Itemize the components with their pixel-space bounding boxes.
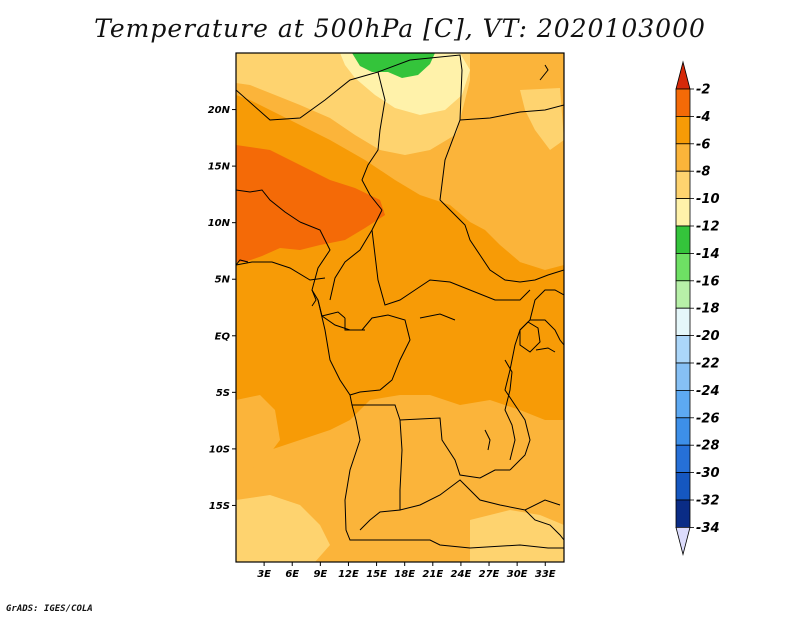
band-minus-10-southeast [470,510,564,562]
colorbar-label: -18 [696,302,720,317]
colorbar-label: -22 [696,357,720,372]
lat-tick-label: 20N [208,105,231,116]
colorbar-label: -6 [696,137,710,152]
colorbar-top-arrow [675,60,691,90]
colorbar-swatch [675,389,691,419]
lat-tick-label: 10N [208,218,231,229]
colorbar: -2 -4 -6 -8 -10 -12 -14 -16 -18 -20 -22 -24 -26 -28 -3… [675,60,720,556]
lon-tick-label: 30E [507,569,528,580]
colorbar-label: -32 [696,494,720,509]
colorbar-label: -14 [696,247,720,262]
lat-tick-label: 10S [209,444,230,455]
colorbar-swatch [675,225,691,254]
colorbar-label: -4 [696,110,710,125]
lat-tick-label: 15S [209,501,230,512]
lon-tick-label: 12E [338,569,359,580]
colorbar-label: -8 [696,165,710,180]
band-minus-8-southwest [236,395,280,475]
lon-tick-label: 18E [394,569,415,580]
lon-tick-label: 21E [422,569,443,580]
colorbar-swatch [675,307,691,337]
colorbar-swatch [675,335,691,364]
colorbar-swatch [675,499,691,528]
colorbar-label: -10 [696,192,720,207]
lat-tick-label: 5S [216,388,230,399]
colorbar-swatch [675,252,691,282]
map-frame [235,52,565,563]
band-minus-10-east [520,88,564,150]
lat-tick-label: 5N [215,275,231,286]
latitude-axis: 20N 15N 10N 5N EQ 5S 10S 15S [208,105,236,512]
colorbar-label: -26 [696,411,720,426]
colorbar-label: -12 [696,220,720,235]
lat-tick-label: 15N [208,162,231,173]
colorbar-swatch [675,280,691,309]
lon-tick-label: 33E [535,569,556,580]
colorbar-swatch [675,362,691,391]
colorbar-label: -2 [696,83,710,98]
lon-tick-label: 3E [257,569,271,580]
longitude-axis: 3E 6E 9E 12E 15E 18E 21E 24E 27E 30E 33E [257,562,556,580]
band-minus-10-south [236,495,330,562]
lon-tick-label: 6E [285,569,299,580]
lon-tick-label: 15E [366,569,387,580]
colorbar-swatch [675,472,691,501]
colorbar-bottom-arrow [675,527,691,556]
lat-tick-label: EQ [215,331,231,342]
chart-title: Temperature at 500hPa [C], VT: 202010300… [94,14,706,43]
lon-tick-label: 9E [313,569,327,580]
colorbar-label: -28 [696,439,720,454]
temperature-field [236,53,564,562]
grads-credit: GrADS: IGES/COLA [6,604,93,614]
lon-tick-label: 27E [479,569,500,580]
colorbar-label: -34 [696,521,720,536]
lon-tick-label: 24E [451,569,472,580]
colorbar-label: -24 [696,384,720,399]
colorbar-swatch [675,198,691,227]
country-borders [236,54,564,549]
colorbar-swatch [675,444,691,474]
colorbar-swatch [675,170,691,199]
colorbar-swatch [675,417,691,446]
band-minus-4-west [236,145,385,262]
colorbar-swatch [675,116,691,145]
colorbar-label: -16 [696,274,720,289]
colorbar-swatch [675,88,691,117]
colorbar-label: -20 [696,329,720,344]
colorbar-swatch [675,143,691,172]
colorbar-label: -30 [696,466,720,481]
